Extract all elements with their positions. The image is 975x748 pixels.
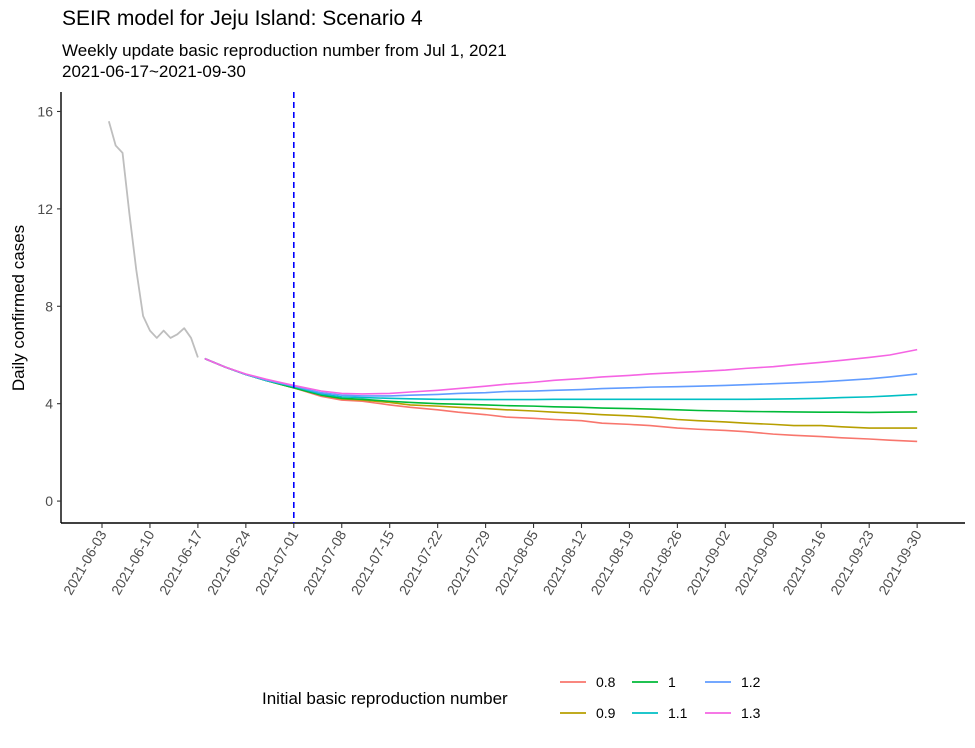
series-line-r0-1-2	[204, 357, 918, 397]
series-line-r0-1-1	[204, 357, 918, 401]
x-tick-label: 2021-06-17	[156, 527, 206, 597]
x-tick-label: 2021-07-15	[348, 527, 398, 597]
legend-label: 0.8	[596, 674, 616, 690]
observed-cases-line	[107, 120, 199, 358]
y-tick-label: 4	[45, 396, 53, 412]
x-tick-label: 2021-06-03	[60, 527, 110, 597]
plot-area: 04812162021-06-032021-06-102021-06-17202…	[37, 92, 965, 598]
legend-label: 1	[668, 674, 676, 690]
legend: Initial basic reproduction number 0.8 0.9…	[262, 674, 761, 721]
series-line-r0-0-8	[204, 357, 918, 443]
y-tick-label: 0	[45, 493, 53, 509]
legend-label: 1.1	[668, 705, 688, 721]
x-tick-label: 2021-09-23	[827, 527, 877, 597]
x-tick-label: 2021-07-08	[300, 527, 350, 597]
chart-subtitle: Weekly update basic reproduction number …	[62, 41, 507, 60]
y-tick-label: 8	[45, 298, 53, 314]
chart-title: SEIR model for Jeju Island: Scenario 4	[62, 7, 423, 30]
x-tick-label: 2021-06-10	[108, 527, 158, 597]
x-tick-label: 2021-07-01	[252, 527, 302, 597]
y-tick-label: 12	[37, 201, 53, 217]
x-tick-label: 2021-09-09	[731, 527, 781, 597]
legend-label: 1.3	[741, 705, 761, 721]
x-tick-label: 2021-08-26	[635, 527, 685, 597]
x-tick-label: 2021-09-16	[779, 527, 829, 597]
legend-title: Initial basic reproduction number	[262, 689, 508, 708]
x-tick-label: 2021-07-29	[444, 527, 494, 597]
x-tick-label: 2021-09-02	[683, 527, 733, 597]
x-tick-label: 2021-09-30	[875, 527, 925, 597]
legend-label: 1.2	[741, 674, 761, 690]
x-tick-label: 2021-08-19	[587, 527, 637, 597]
legend-label: 0.9	[596, 705, 616, 721]
chart-date-range: 2021-06-17~2021-09-30	[62, 62, 246, 81]
x-tick-label: 2021-08-12	[539, 527, 589, 597]
series-line-r0-1	[204, 357, 918, 414]
x-tick-label: 2021-06-24	[204, 527, 254, 597]
x-tick-label: 2021-08-05	[491, 527, 541, 597]
series-line-r0-1-3	[204, 348, 918, 395]
x-tick-label: 2021-07-22	[396, 527, 446, 597]
y-tick-label: 16	[37, 103, 53, 119]
y-axis-title: Daily confirmed cases	[9, 225, 28, 391]
